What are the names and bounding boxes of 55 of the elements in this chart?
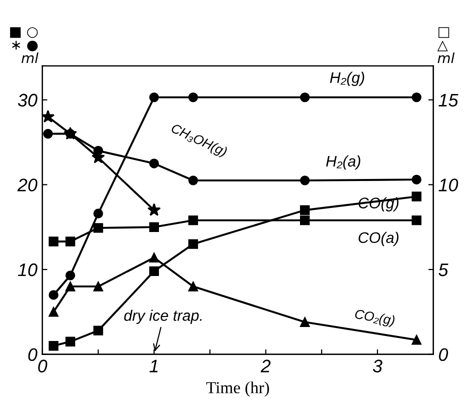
point: [300, 92, 310, 102]
annotation: CO(a): [358, 232, 398, 246]
point: [300, 205, 310, 215]
y-tick-label: 20: [17, 178, 38, 192]
point: [93, 282, 104, 292]
point: [48, 340, 58, 351]
point: [149, 92, 159, 102]
point: [48, 290, 58, 300]
point: [65, 270, 76, 280]
point: [412, 174, 422, 184]
point: [188, 239, 198, 249]
y2-axis-title: □ △ ml: [437, 27, 455, 64]
point: [412, 215, 422, 226]
x-tick-label: 2: [260, 360, 271, 372]
annotation: H₂(a): [326, 155, 360, 170]
point: [412, 192, 422, 202]
x-axis-title: Time (hr): [206, 382, 269, 397]
point: [48, 236, 58, 246]
y-tick-label: 0: [28, 348, 38, 362]
point: [149, 266, 159, 276]
point: [42, 110, 55, 123]
x-tick-label: 1: [150, 360, 158, 372]
y-tick-label: 10: [18, 263, 38, 276]
point: [48, 307, 58, 317]
point: [147, 203, 161, 216]
point: [149, 158, 159, 168]
point: [149, 222, 159, 232]
y2-tick-label: 0: [438, 348, 448, 362]
point: [188, 92, 198, 102]
point: [188, 176, 198, 186]
point: [65, 236, 76, 246]
point: [412, 335, 422, 345]
y2-tick-label: 15: [438, 94, 458, 107]
point: [300, 215, 310, 226]
point: [43, 128, 53, 139]
point: [93, 208, 104, 218]
x-tick-label: 0: [38, 360, 48, 372]
point: [93, 223, 104, 233]
annotation: H₂(g): [330, 72, 364, 86]
point: [188, 282, 198, 292]
point: [149, 252, 159, 262]
point: [188, 215, 198, 226]
annotation: dry ice trap.: [124, 310, 202, 324]
point: [300, 317, 310, 327]
x-tick-label: 3: [372, 360, 382, 372]
annotation: CO₂(g): [354, 308, 396, 328]
point: [93, 326, 104, 336]
point: [300, 176, 310, 186]
point: [412, 92, 422, 102]
y-axis-title: ■ ○ ∗ ● ml: [10, 27, 38, 64]
y2-tick-label: 5: [438, 264, 448, 276]
point: [65, 282, 76, 292]
point: [65, 336, 76, 346]
y2-tick-label: 10: [438, 178, 458, 192]
y-tick-label: 30: [18, 94, 38, 107]
